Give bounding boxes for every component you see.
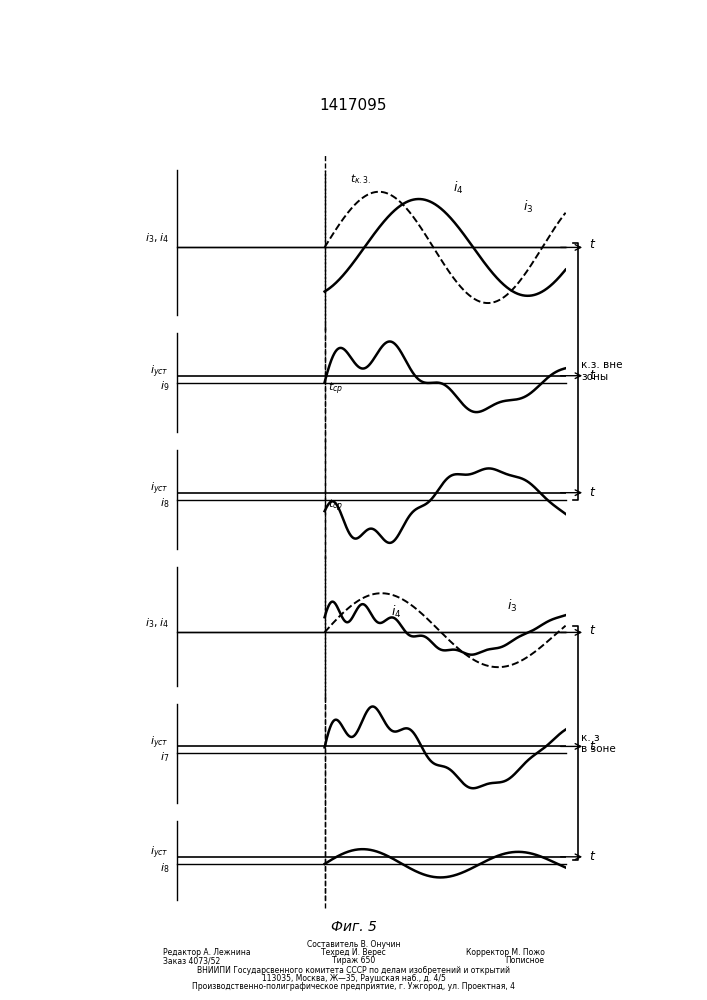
Text: $t_{cp}$: $t_{cp}$ — [329, 381, 344, 397]
Text: Техред И. Верес: Техред И. Верес — [321, 948, 386, 957]
Text: к. з
в зоне: к. з в зоне — [581, 733, 616, 754]
Text: Фиг. 5: Фиг. 5 — [331, 920, 376, 934]
Text: $i_{уст}$: $i_{уст}$ — [151, 845, 169, 861]
Text: Заказ 4073/52: Заказ 4073/52 — [163, 956, 220, 965]
Text: $i_{уст}$: $i_{уст}$ — [151, 734, 169, 751]
Text: $t_{\kappa.3.}$: $t_{\kappa.3.}$ — [350, 172, 371, 186]
Text: $t$: $t$ — [589, 238, 596, 251]
Text: $t$: $t$ — [589, 486, 596, 499]
Text: $i_8$: $i_8$ — [160, 861, 169, 875]
Text: $i_3$: $i_3$ — [523, 199, 533, 215]
Text: 113035, Москва, Ж—35, Раушская наб., д. 4/5: 113035, Москва, Ж—35, Раушская наб., д. … — [262, 974, 445, 983]
Text: $i_9$: $i_9$ — [160, 380, 169, 393]
Text: к.з. вне
зоны: к.з. вне зоны — [581, 360, 623, 382]
Text: Тираж 650: Тираж 650 — [332, 956, 375, 965]
Text: $t$: $t$ — [589, 850, 596, 863]
Text: $i_4$: $i_4$ — [391, 604, 401, 620]
Text: $i_3$: $i_3$ — [508, 598, 518, 614]
Text: $i_4$: $i_4$ — [453, 180, 463, 196]
Text: 1417095: 1417095 — [320, 98, 387, 112]
Text: ВНИИПИ Государсвенного комитета СССР по делам изобретений и открытий: ВНИИПИ Государсвенного комитета СССР по … — [197, 966, 510, 975]
Text: $i_7$: $i_7$ — [160, 750, 169, 764]
Text: $i_{уст}$: $i_{уст}$ — [151, 481, 169, 497]
Text: $i_{уст}$: $i_{уст}$ — [151, 364, 169, 380]
Text: $t$: $t$ — [589, 624, 596, 637]
Text: $i_8$: $i_8$ — [160, 497, 169, 510]
Text: Производственно-полиграфическое предприятие, г. Ужгород, ул. Проектная, 4: Производственно-полиграфическое предприя… — [192, 982, 515, 991]
Text: Пописное: Пописное — [506, 956, 544, 965]
Text: $t$: $t$ — [589, 740, 596, 753]
Text: Составитель В. Онучин: Составитель В. Онучин — [307, 940, 400, 949]
Text: $t$: $t$ — [589, 369, 596, 382]
Text: $i_3, i_4$: $i_3, i_4$ — [145, 616, 169, 630]
Text: Корректор М. Пожо: Корректор М. Пожо — [465, 948, 544, 957]
Text: $t_{cp}$: $t_{cp}$ — [329, 498, 344, 514]
Text: Редактор А. Лежнина: Редактор А. Лежнина — [163, 948, 250, 957]
Text: $i_3, i_4$: $i_3, i_4$ — [145, 231, 169, 245]
